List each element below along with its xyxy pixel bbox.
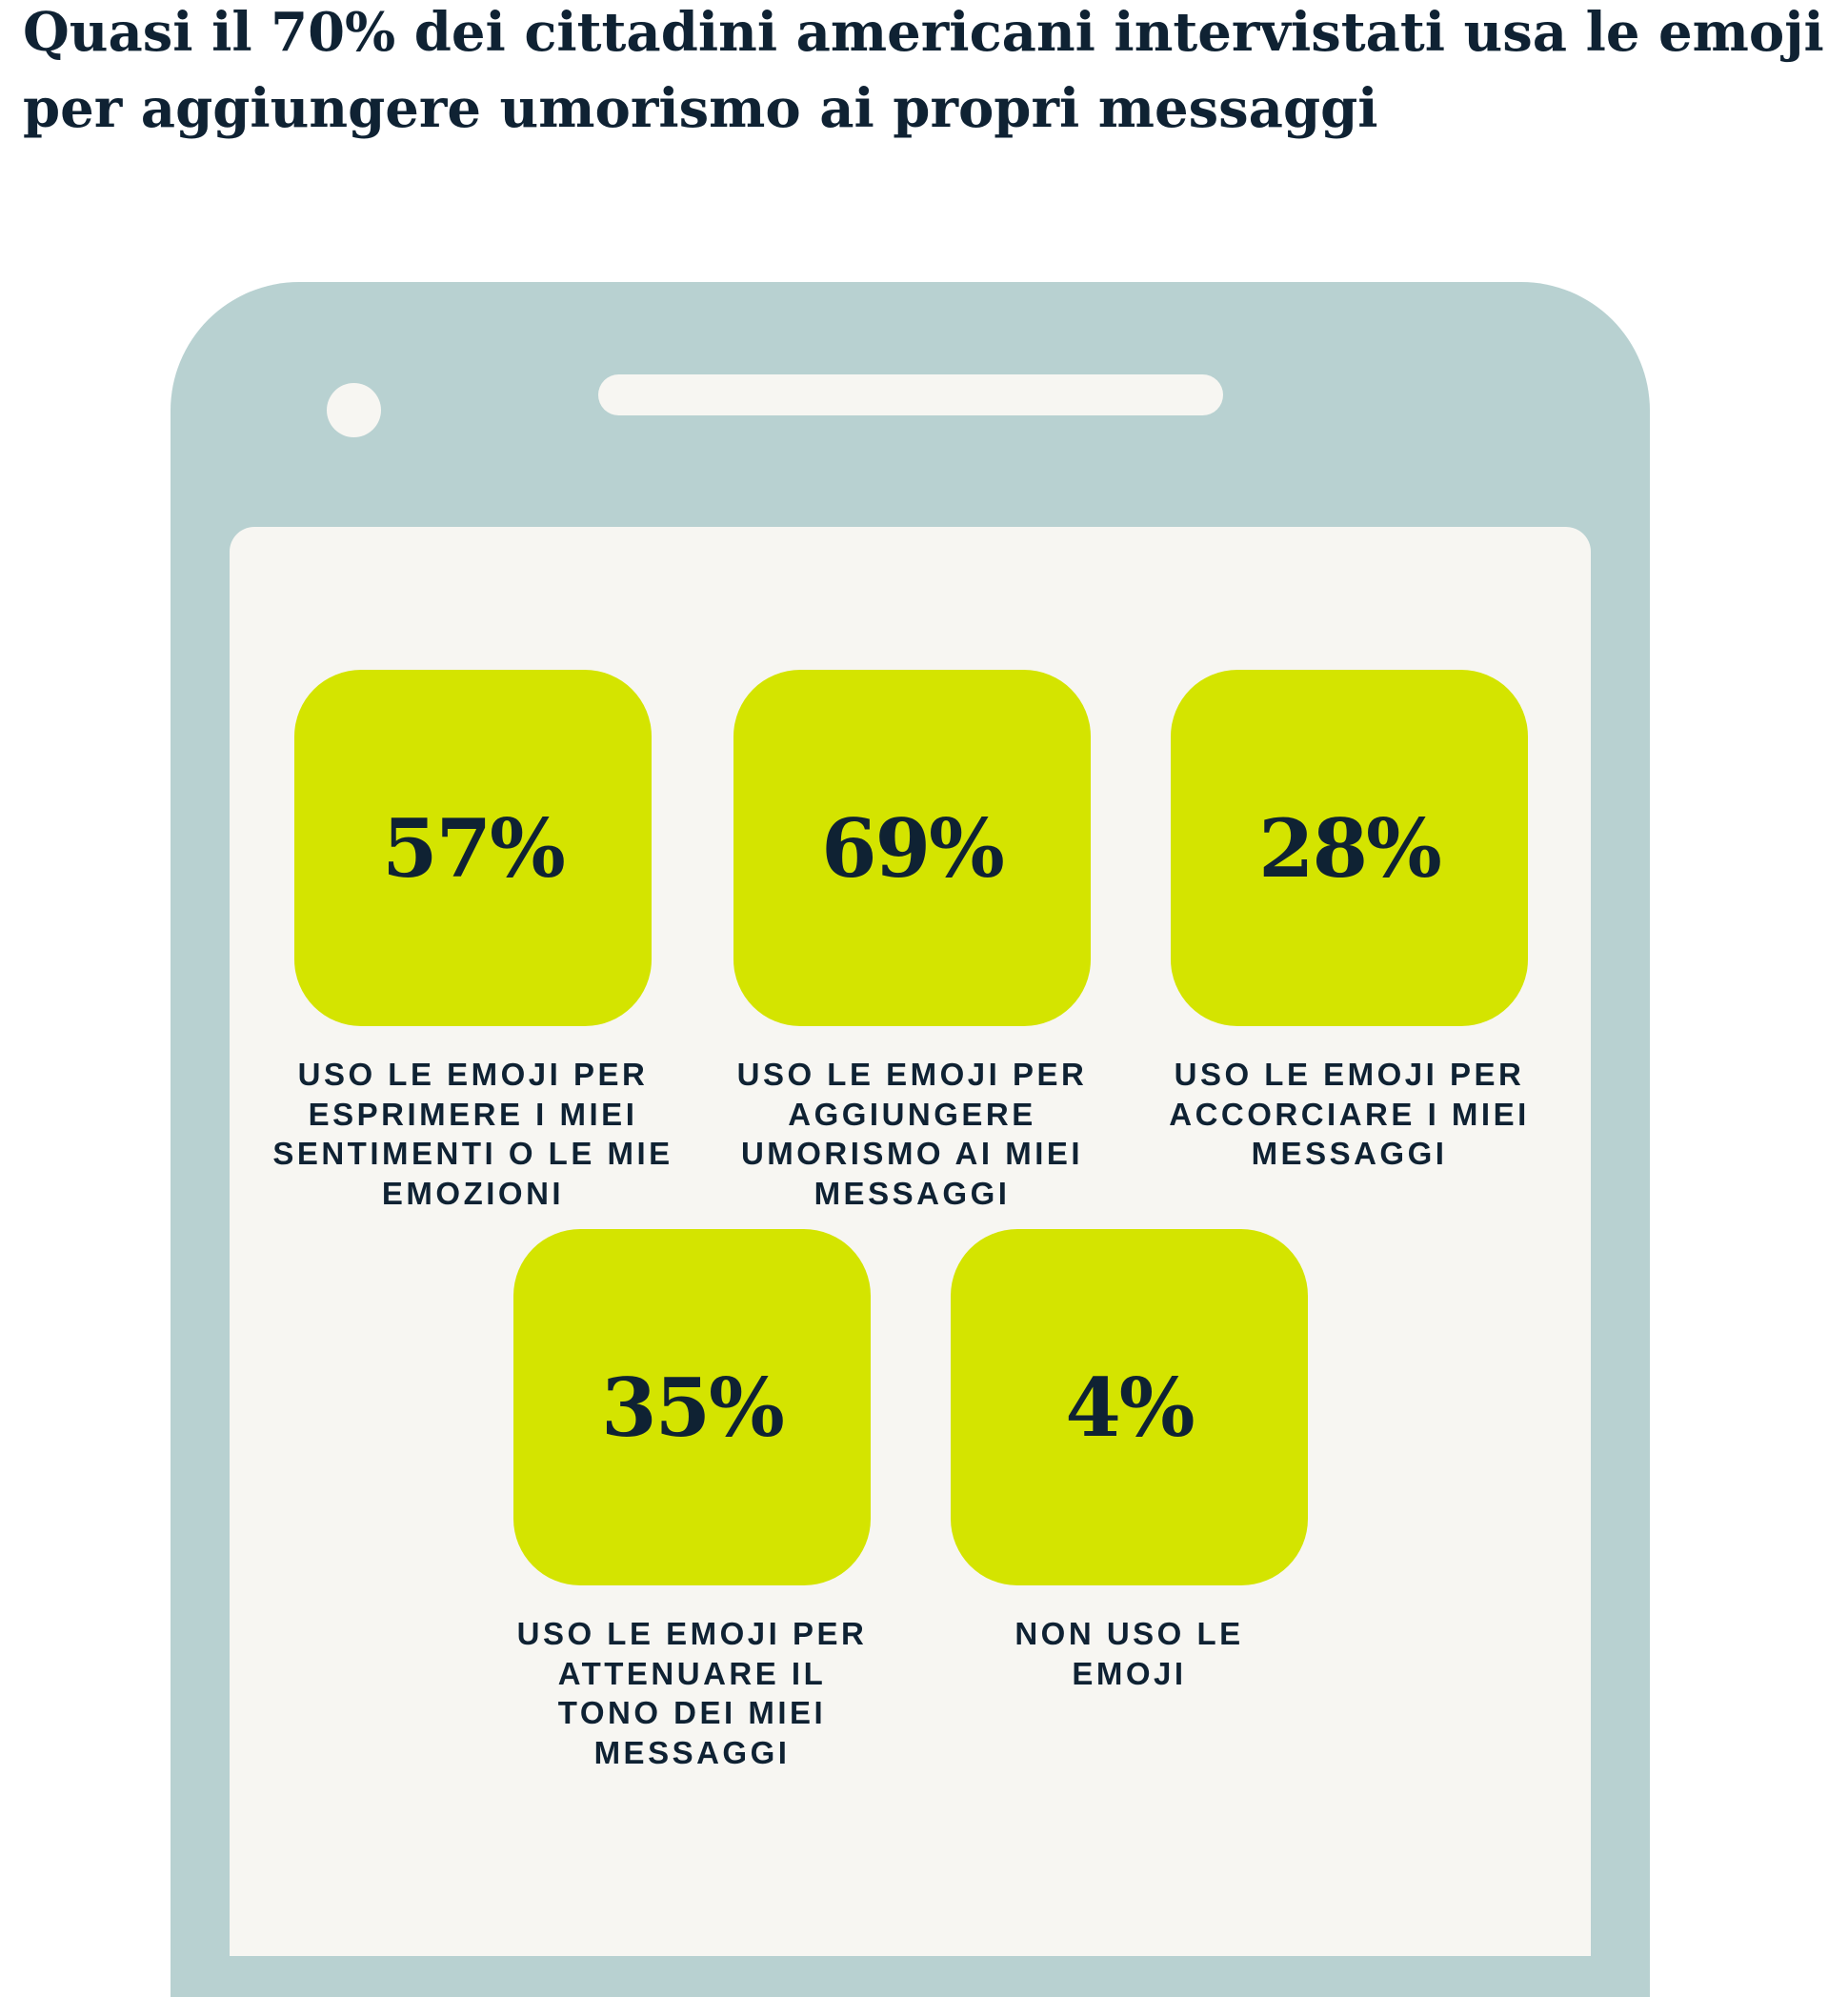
stat-label: Uso le emoji per aggiungere umorismo ai … — [736, 1057, 1088, 1211]
stat-value: 4% — [1065, 1360, 1195, 1455]
stat-value: 69% — [821, 800, 1005, 896]
stat-label: Uso le emoji per attenuare il tono dei m… — [516, 1616, 868, 1770]
stat-label: Uso le emoji per esprimere i miei sentim… — [272, 1057, 673, 1211]
stat-value: 35% — [601, 1360, 785, 1455]
stat-card: 57% Uso le emoji per esprimere i miei se… — [272, 670, 670, 1213]
stat-box: 57% — [294, 670, 652, 1026]
stat-label: Non uso le emoji — [1014, 1616, 1244, 1691]
stat-card: 35% Uso le emoji per attenuare il tono d… — [513, 1229, 871, 1772]
stat-card: 69% Uso le emoji per aggiungere umorismo… — [733, 670, 1091, 1213]
stat-box: 4% — [951, 1229, 1308, 1585]
stat-box: 69% — [733, 670, 1091, 1026]
stat-box: 28% — [1171, 670, 1528, 1026]
stat-card: 28% Uso le emoji per accorciare i miei m… — [1169, 670, 1528, 1174]
stat-box: 35% — [513, 1229, 871, 1585]
page-title: Quasi il 70% dei cittadini americani int… — [23, 1, 1824, 140]
stat-label: Uso le emoji per accorciare i miei messa… — [1169, 1057, 1530, 1171]
stat-card: 4% Non uso le emoji — [951, 1229, 1308, 1693]
stat-value: 28% — [1258, 800, 1442, 896]
phone-speaker-icon — [598, 374, 1223, 415]
phone-camera-icon — [327, 383, 381, 437]
stat-value: 57% — [382, 800, 566, 896]
